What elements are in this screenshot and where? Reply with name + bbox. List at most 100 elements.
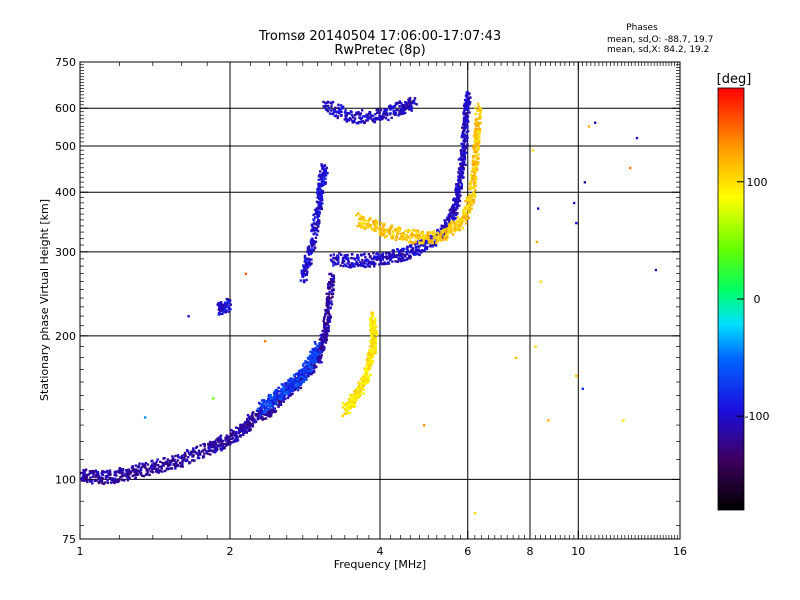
echo-point (364, 265, 367, 269)
echo-point (195, 451, 198, 454)
echo-point (456, 216, 460, 219)
echo-point (327, 298, 331, 301)
echo-point (384, 231, 387, 234)
echo-point (462, 156, 465, 159)
echo-point (369, 345, 372, 348)
echo-point (105, 469, 109, 473)
echo-point (264, 417, 268, 420)
echo-point (305, 378, 308, 381)
echo-point (460, 183, 464, 186)
echo-point (311, 371, 315, 374)
echo-point (310, 351, 314, 354)
echo-point (469, 180, 472, 183)
echo-point (322, 326, 326, 329)
echo-point (326, 308, 329, 312)
echo-point (320, 164, 324, 168)
echo-point (303, 370, 306, 374)
echo-point (363, 379, 366, 383)
echo-point (83, 474, 87, 477)
echo-point (331, 100, 335, 104)
echo-point (474, 154, 478, 157)
echo-point (462, 119, 466, 122)
echo-point (370, 358, 373, 362)
echo-point (320, 340, 323, 343)
echo-point (344, 109, 347, 112)
echo-point (153, 466, 156, 469)
echo-point (378, 225, 382, 228)
echo-point (455, 186, 458, 189)
echo-point (369, 112, 372, 116)
echo-point (322, 168, 326, 171)
echo-point (316, 359, 320, 362)
echo-point (244, 430, 248, 434)
echo-point (256, 414, 259, 418)
echo-point (459, 175, 463, 178)
echo-point (317, 175, 321, 178)
echo-point (168, 467, 171, 470)
echo-point (165, 460, 168, 464)
echo-point (344, 254, 348, 257)
echo-point (356, 253, 359, 257)
echo-point (316, 194, 320, 198)
echo-point (399, 112, 403, 116)
echo-point (454, 224, 457, 227)
echo-point (378, 230, 381, 234)
echo-point (439, 227, 443, 230)
echo-point (211, 445, 215, 448)
echo-point (373, 317, 377, 320)
echo-point (287, 378, 290, 382)
echo-point (400, 256, 403, 260)
echo-point (321, 191, 324, 195)
echo-point (317, 205, 320, 208)
echo-point (162, 462, 165, 465)
echo-point (393, 254, 396, 258)
echo-point (471, 186, 475, 189)
echo-point (323, 323, 326, 326)
echo-point (456, 220, 459, 223)
echo-point (372, 251, 375, 255)
echo-point (466, 102, 469, 105)
echo-point (468, 196, 471, 200)
echo-point (356, 122, 360, 125)
echo-point (324, 312, 327, 316)
echo-point (536, 207, 540, 210)
echo-point (354, 399, 358, 402)
echo-point (299, 386, 303, 390)
echo-point (142, 474, 146, 478)
echo-point (254, 420, 258, 423)
echo-point (380, 253, 384, 257)
echo-point (267, 397, 270, 401)
echo-point (84, 476, 88, 479)
echo-point (464, 218, 468, 222)
echo-point (474, 181, 478, 185)
echo-point (369, 355, 372, 358)
echo-point (203, 448, 206, 451)
echo-point (303, 254, 307, 258)
echo-point (371, 330, 374, 333)
echo-point (364, 369, 367, 373)
echo-point (396, 248, 399, 251)
echo-point (156, 463, 160, 467)
echo-point (224, 310, 228, 314)
echo-point (461, 151, 464, 154)
echo-point (228, 305, 231, 308)
echo-point (454, 207, 457, 210)
echo-point (459, 178, 462, 182)
echo-point (414, 250, 417, 253)
echo-point (395, 234, 399, 237)
echo-point (304, 360, 307, 363)
echo-point (463, 158, 467, 161)
echo-point (291, 388, 295, 392)
echo-point (300, 271, 303, 274)
echo-point (244, 272, 248, 276)
echo-point (387, 105, 391, 108)
echo-point (345, 412, 349, 415)
echo-point (297, 374, 301, 378)
echo-point (120, 472, 123, 475)
echo-point (405, 250, 408, 254)
echo-point (363, 226, 367, 230)
echo-point (328, 282, 331, 286)
echo-point (472, 168, 475, 172)
echo-point (390, 224, 394, 227)
echo-point (398, 237, 401, 240)
